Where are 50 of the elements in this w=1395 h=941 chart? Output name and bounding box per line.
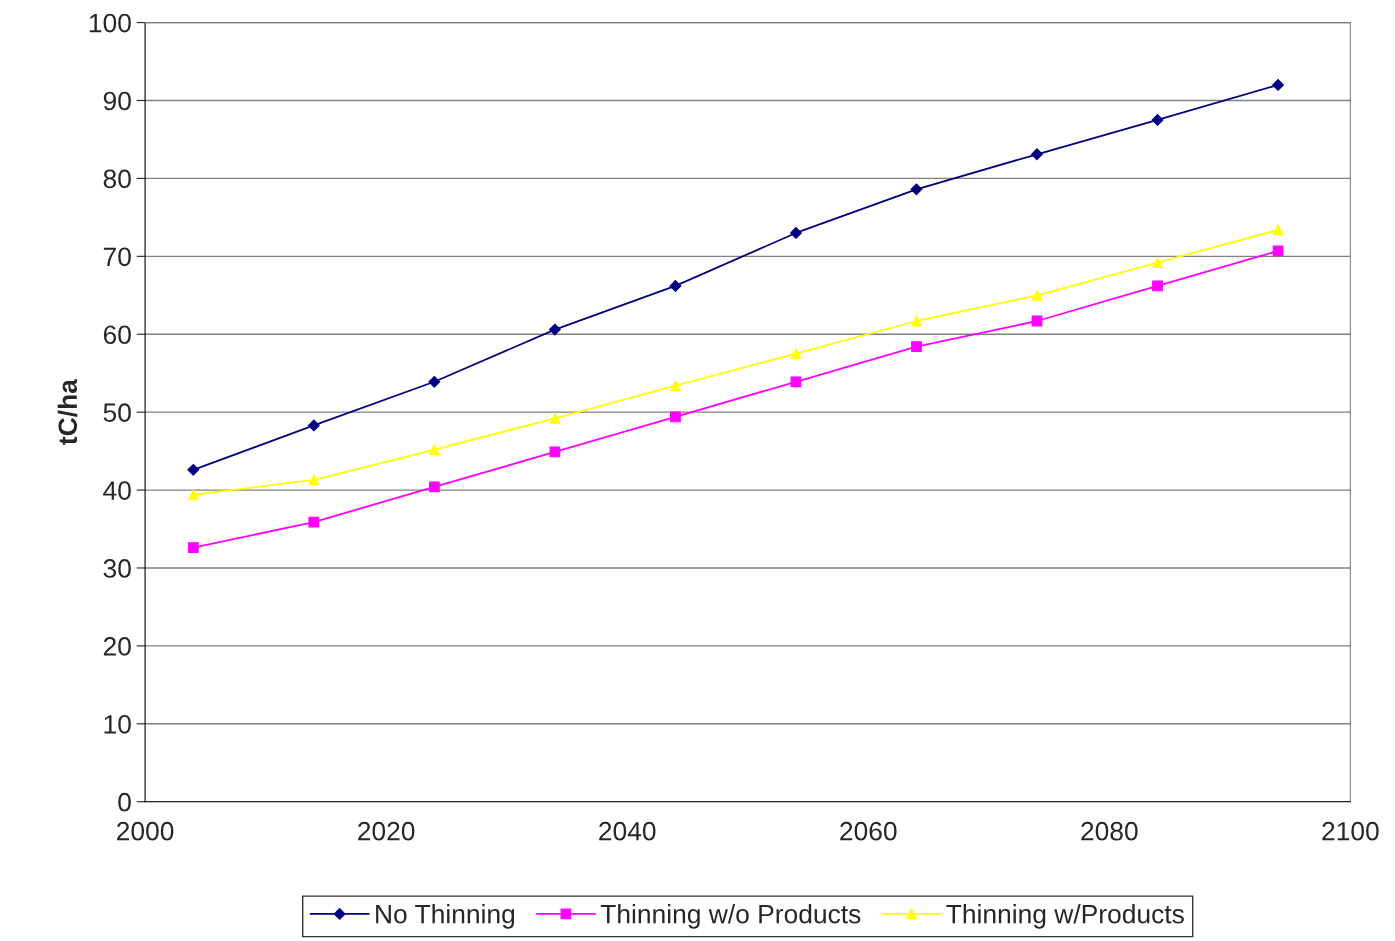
x-tick-label: 2000 [117, 821, 174, 841]
point [1272, 78, 1284, 91]
point [187, 489, 199, 501]
point [307, 419, 320, 432]
point [1152, 280, 1163, 292]
y-tick-label: 80 [103, 169, 131, 189]
point [670, 411, 681, 423]
y-tick-label: 100 [89, 13, 131, 33]
point [549, 413, 561, 424]
legend-label: No Thinning [376, 904, 515, 929]
point [548, 323, 561, 336]
point [428, 375, 441, 388]
point [308, 474, 320, 486]
point [549, 446, 561, 458]
point [308, 516, 320, 528]
point [669, 280, 682, 292]
x-tick-label: 2060 [840, 821, 897, 841]
point [1031, 289, 1043, 301]
point [428, 444, 440, 455]
point [910, 183, 923, 196]
y-tick-label: 50 [103, 403, 131, 422]
y-tick-label: 10 [104, 714, 131, 734]
point [790, 227, 802, 239]
y-tick-label: 40 [103, 481, 131, 500]
point [1272, 245, 1284, 257]
point [911, 315, 922, 327]
point [1152, 257, 1163, 268]
point [911, 341, 922, 353]
x-tick-label: 2080 [1081, 821, 1138, 841]
legend-label: Thinning w/o Products [600, 904, 861, 929]
x-tick-label: 2100 [1322, 821, 1379, 841]
x-tick-label: 2040 [599, 821, 656, 841]
y-tick-label: 60 [103, 325, 131, 345]
y-tick-label: 90 [103, 91, 131, 111]
point [1151, 114, 1164, 126]
point [187, 542, 199, 554]
x-tick-label: 2020 [358, 821, 415, 841]
y-tick-label: 0 [118, 792, 131, 812]
y-axis-title: tC/ha [57, 379, 78, 445]
point [1272, 224, 1284, 236]
y-tick-label: 20 [103, 637, 131, 656]
point [428, 481, 440, 493]
point [790, 348, 802, 360]
point [187, 463, 200, 476]
legend-label: Thinning w/Products [946, 904, 1184, 929]
point [1031, 148, 1043, 161]
y-tick-label: 30 [103, 559, 131, 578]
point [670, 380, 681, 392]
point [790, 376, 802, 388]
y-tick-label: 70 [103, 247, 131, 267]
